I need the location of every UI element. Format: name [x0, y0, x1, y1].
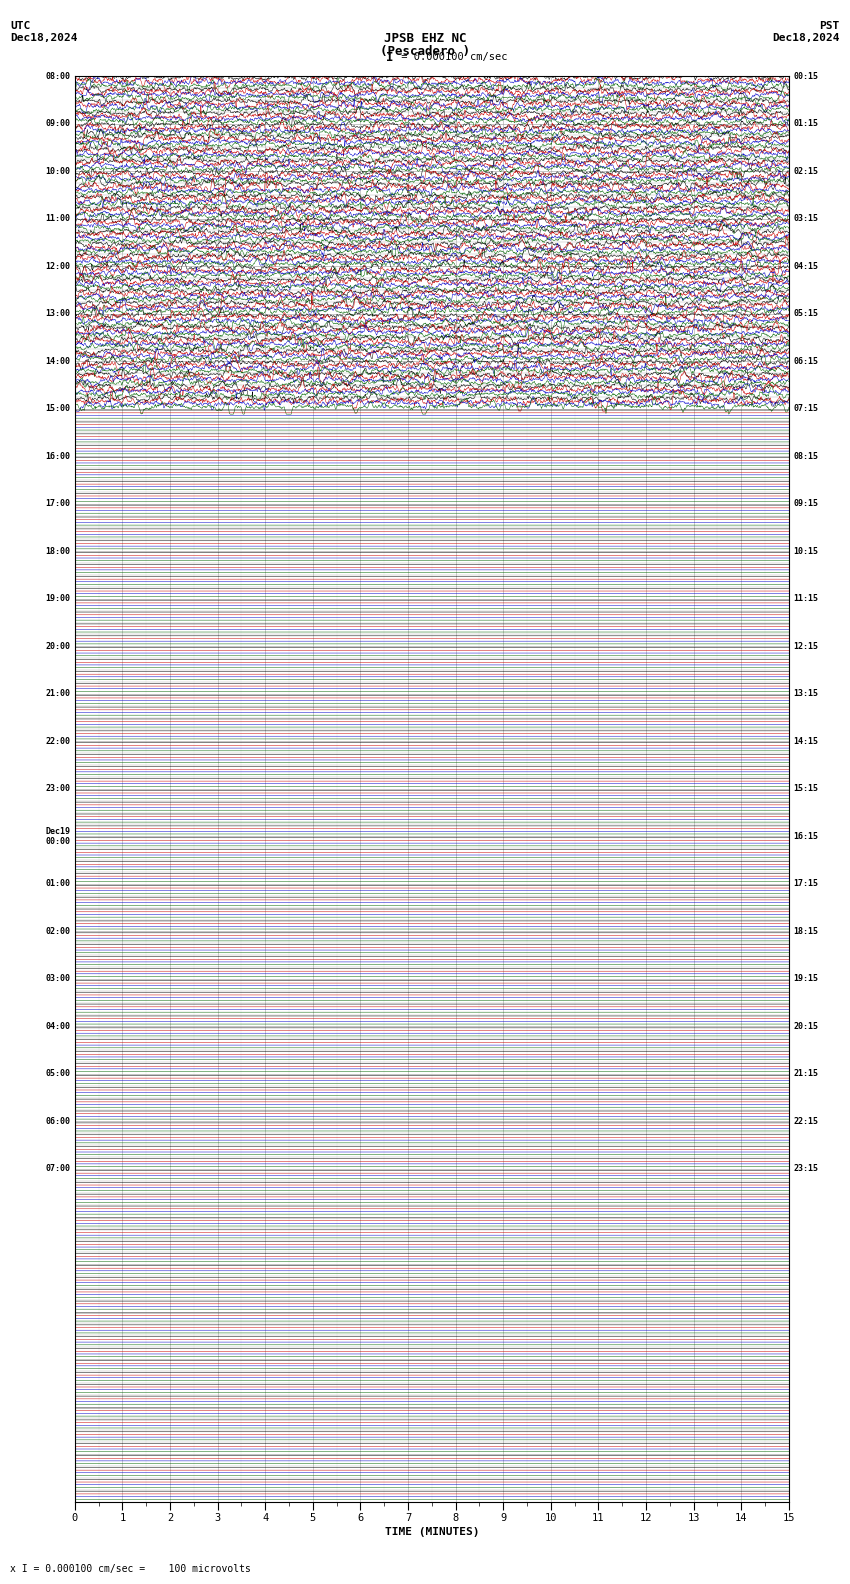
Text: 06:15: 06:15 [793, 356, 818, 366]
Text: 07:15: 07:15 [793, 404, 818, 413]
Text: I: I [386, 51, 394, 63]
Text: 05:15: 05:15 [793, 309, 818, 318]
Text: 20:00: 20:00 [46, 642, 71, 651]
Text: 05:00: 05:00 [46, 1069, 71, 1079]
Text: 07:00: 07:00 [46, 1164, 71, 1174]
Text: 19:00: 19:00 [46, 594, 71, 604]
Text: 02:00: 02:00 [46, 927, 71, 936]
Text: 08:00: 08:00 [46, 71, 71, 81]
Text: PST: PST [819, 21, 840, 30]
Text: 04:15: 04:15 [793, 261, 818, 271]
Text: 21:00: 21:00 [46, 689, 71, 699]
Text: 08:15: 08:15 [793, 451, 818, 461]
Text: 03:15: 03:15 [793, 214, 818, 223]
Text: 16:15: 16:15 [793, 832, 818, 841]
Text: 16:00: 16:00 [46, 451, 71, 461]
Text: JPSB EHZ NC: JPSB EHZ NC [383, 32, 467, 46]
Text: 14:00: 14:00 [46, 356, 71, 366]
Text: 11:15: 11:15 [793, 594, 818, 604]
Text: 22:00: 22:00 [46, 737, 71, 746]
Text: 01:00: 01:00 [46, 879, 71, 889]
Text: Dec18,2024: Dec18,2024 [10, 33, 77, 43]
Text: 06:00: 06:00 [46, 1117, 71, 1126]
Text: 22:15: 22:15 [793, 1117, 818, 1126]
Text: 11:00: 11:00 [46, 214, 71, 223]
Text: 00:15: 00:15 [793, 71, 818, 81]
Text: Dec19
00:00: Dec19 00:00 [46, 827, 71, 846]
Text: = 0.000100 cm/sec: = 0.000100 cm/sec [395, 52, 507, 62]
Text: 02:15: 02:15 [793, 166, 818, 176]
Text: 13:15: 13:15 [793, 689, 818, 699]
Text: 01:15: 01:15 [793, 119, 818, 128]
Text: 13:00: 13:00 [46, 309, 71, 318]
Text: 19:15: 19:15 [793, 974, 818, 984]
Text: Dec18,2024: Dec18,2024 [773, 33, 840, 43]
Text: 15:15: 15:15 [793, 784, 818, 794]
Text: 17:15: 17:15 [793, 879, 818, 889]
Text: 12:15: 12:15 [793, 642, 818, 651]
Text: 09:15: 09:15 [793, 499, 818, 508]
Text: 03:00: 03:00 [46, 974, 71, 984]
Text: 10:15: 10:15 [793, 546, 818, 556]
Text: 04:00: 04:00 [46, 1022, 71, 1031]
Text: 21:15: 21:15 [793, 1069, 818, 1079]
Text: UTC: UTC [10, 21, 31, 30]
Text: 18:15: 18:15 [793, 927, 818, 936]
Text: (Pescadero ): (Pescadero ) [380, 44, 470, 59]
Text: 17:00: 17:00 [46, 499, 71, 508]
Text: 23:00: 23:00 [46, 784, 71, 794]
Text: 18:00: 18:00 [46, 546, 71, 556]
Text: 15:00: 15:00 [46, 404, 71, 413]
Text: 09:00: 09:00 [46, 119, 71, 128]
Text: 23:15: 23:15 [793, 1164, 818, 1174]
Text: 12:00: 12:00 [46, 261, 71, 271]
Text: x I = 0.000100 cm/sec =    100 microvolts: x I = 0.000100 cm/sec = 100 microvolts [10, 1565, 251, 1574]
Text: 20:15: 20:15 [793, 1022, 818, 1031]
Text: 10:00: 10:00 [46, 166, 71, 176]
Text: 14:15: 14:15 [793, 737, 818, 746]
X-axis label: TIME (MINUTES): TIME (MINUTES) [384, 1527, 479, 1536]
